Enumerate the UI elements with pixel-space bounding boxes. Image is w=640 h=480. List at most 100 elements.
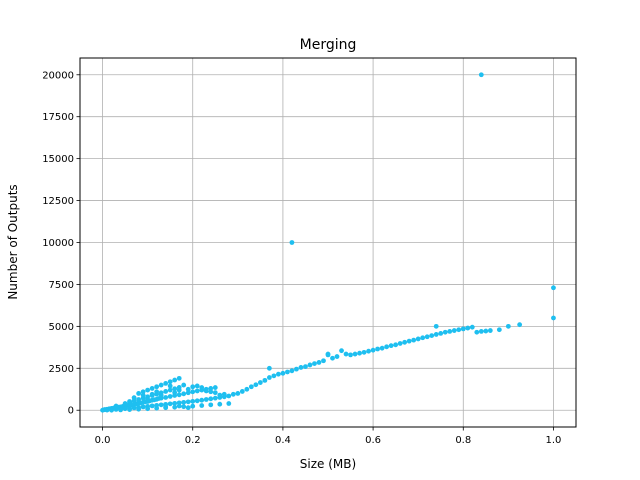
data-point [230, 391, 236, 397]
data-point [253, 382, 259, 388]
data-point [294, 366, 299, 372]
data-point [199, 385, 205, 390]
data-point [149, 403, 155, 409]
data-point [321, 358, 326, 364]
data-point [397, 341, 403, 346]
data-point [505, 323, 511, 329]
data-point [154, 405, 160, 411]
data-point [212, 390, 218, 396]
y-axis-label: Number of Outputs [6, 184, 20, 299]
data-point [411, 337, 417, 343]
data-point [194, 383, 200, 389]
data-point [406, 338, 412, 344]
data-point [393, 342, 399, 348]
data-point [181, 391, 187, 397]
data-point [221, 391, 227, 397]
data-point [145, 406, 151, 412]
data-point [140, 392, 146, 398]
data-point [289, 368, 295, 374]
data-point [172, 390, 178, 396]
data-point [185, 399, 191, 405]
data-point [172, 404, 178, 410]
y-tick-label: 7500 [49, 280, 74, 291]
data-point [257, 380, 263, 385]
data-point [185, 390, 191, 396]
data-point [176, 387, 182, 393]
y-tick-label: 15000 [42, 154, 74, 165]
data-point [244, 386, 250, 392]
data-point [496, 327, 502, 333]
data-point [172, 386, 178, 392]
data-point [384, 344, 390, 350]
data-point [352, 351, 358, 357]
data-point [239, 389, 245, 394]
y-tick-label: 10000 [42, 238, 74, 249]
data-point [325, 351, 331, 357]
data-point [203, 388, 209, 394]
data-point [487, 328, 493, 333]
data-point [136, 397, 142, 402]
data-point [190, 403, 196, 409]
data-point [402, 339, 408, 345]
data-point [176, 375, 182, 381]
grid-lines [80, 58, 576, 427]
data-point [420, 335, 426, 341]
data-point [158, 392, 164, 398]
data-point [343, 351, 349, 357]
data-point [438, 331, 444, 336]
data-point [163, 404, 169, 410]
data-points [100, 72, 556, 413]
y-tick-label: 20000 [42, 70, 74, 81]
data-point [208, 386, 214, 391]
data-point [176, 403, 182, 409]
data-point [140, 404, 146, 410]
chart-title: Merging [300, 37, 357, 53]
data-point [451, 328, 457, 333]
data-point [456, 327, 462, 333]
data-point [199, 403, 205, 408]
data-point [167, 387, 173, 393]
data-point [167, 379, 173, 385]
data-point [122, 401, 128, 406]
data-point [285, 369, 290, 375]
x-tick-label: 0.6 [365, 435, 381, 446]
y-tick-label: 0 [68, 406, 74, 417]
data-point [469, 324, 475, 330]
data-point [194, 388, 200, 394]
data-point [208, 396, 214, 402]
data-point [181, 382, 187, 388]
data-point [154, 384, 160, 390]
data-point [551, 315, 556, 321]
data-point [185, 386, 191, 392]
data-point [194, 398, 200, 404]
data-point [163, 380, 169, 386]
data-point [424, 334, 430, 340]
data-point [140, 389, 146, 395]
data-point [312, 361, 317, 366]
data-point [478, 72, 484, 78]
data-point [361, 349, 367, 355]
data-point [136, 391, 142, 396]
data-point [176, 392, 182, 398]
data-point [158, 382, 164, 388]
data-point [334, 354, 340, 359]
data-point [149, 391, 155, 397]
x-axis-ticks: 0.0 0.2 0.4 0.6 0.8 1.0 [95, 427, 561, 446]
data-point [248, 384, 254, 390]
data-point [517, 322, 523, 328]
data-point [298, 365, 304, 370]
data-point [167, 383, 173, 389]
data-point [208, 389, 214, 395]
data-point [357, 350, 362, 356]
data-point [266, 375, 272, 380]
data-point [109, 407, 114, 413]
data-point [167, 394, 173, 399]
data-point [113, 406, 119, 412]
data-point [415, 336, 421, 342]
data-point [212, 395, 218, 401]
data-point [190, 398, 196, 404]
data-point [478, 328, 484, 334]
data-point [154, 389, 160, 395]
data-point [370, 347, 376, 353]
data-point [551, 285, 556, 291]
